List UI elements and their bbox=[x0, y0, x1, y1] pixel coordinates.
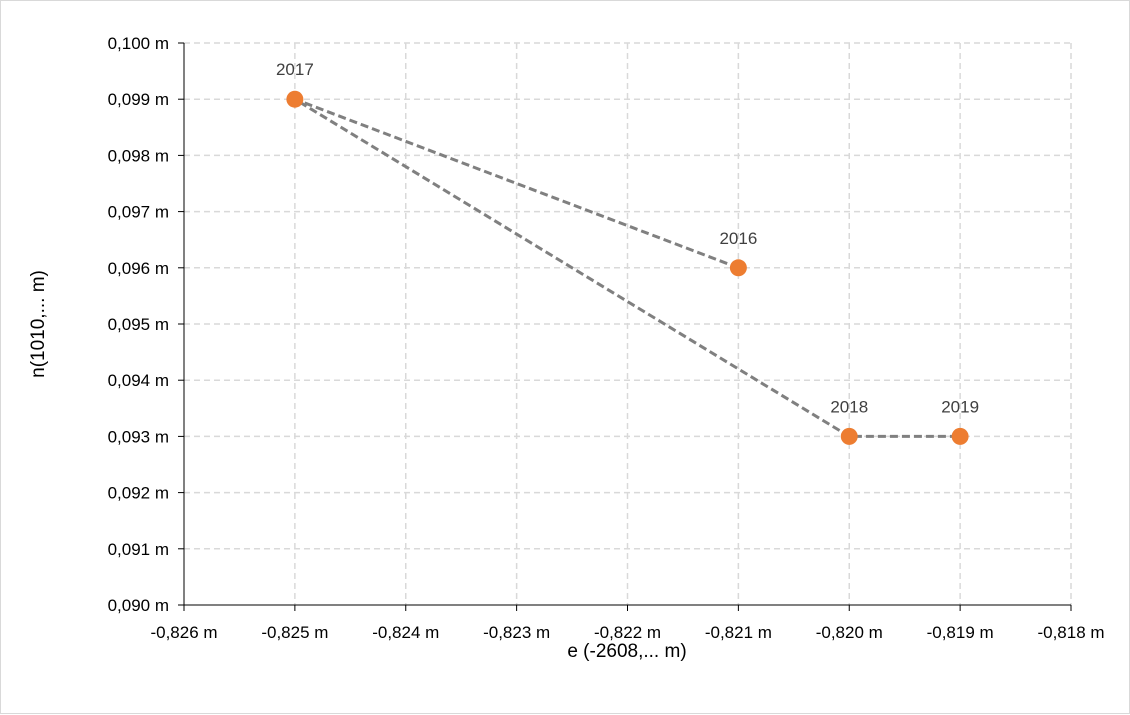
x-tick-label: -0,820 m bbox=[816, 623, 883, 642]
data-labels: 2016 2017 2018 2019 bbox=[276, 60, 979, 416]
x-tick-label: -0,818 m bbox=[1037, 623, 1104, 642]
tick-labels: -0,826 m -0,825 m -0,824 m -0,823 m -0,822 m… bbox=[108, 34, 1105, 642]
y-tick-label: 0,097 m bbox=[108, 203, 169, 222]
y-tick-label: 0,094 m bbox=[108, 371, 169, 390]
data-point-2019 bbox=[951, 427, 969, 445]
axes bbox=[178, 42, 1072, 611]
x-axis-title: e (-2608,... m) bbox=[567, 641, 686, 662]
gridlines bbox=[184, 42, 1072, 605]
y-tick-label: 0,092 m bbox=[108, 484, 169, 503]
x-tick-label: -0,822 m bbox=[594, 623, 661, 642]
data-label-2016: 2016 bbox=[719, 229, 757, 248]
x-tick-label: -0,821 m bbox=[705, 623, 772, 642]
x-tick-label: -0,826 m bbox=[150, 623, 217, 642]
y-tick-label: 0,096 m bbox=[108, 259, 169, 278]
data-label-2018: 2018 bbox=[830, 397, 868, 416]
data-label-2017: 2017 bbox=[276, 60, 314, 79]
x-tick-label: -0,823 m bbox=[483, 623, 550, 642]
data-point-2016 bbox=[729, 259, 747, 277]
y-tick-label: 0,095 m bbox=[108, 315, 169, 334]
series-line bbox=[294, 97, 961, 438]
y-tick-label: 0,100 m bbox=[108, 34, 169, 53]
data-point-2018 bbox=[840, 427, 858, 445]
y-tick-label: 0,099 m bbox=[108, 90, 169, 109]
y-tick-label: 0,098 m bbox=[108, 146, 169, 165]
x-tick-label: -0,824 m bbox=[372, 623, 439, 642]
y-tick-label: 0,090 m bbox=[108, 596, 169, 615]
data-label-2019: 2019 bbox=[941, 397, 979, 416]
series-path bbox=[294, 97, 961, 438]
data-points bbox=[286, 90, 969, 445]
data-point-2017 bbox=[286, 90, 304, 108]
y-axis-title: n(1010,... m) bbox=[28, 270, 49, 378]
x-tick-label: -0,825 m bbox=[261, 623, 328, 642]
x-tick-label: -0,819 m bbox=[927, 623, 994, 642]
y-tick-label: 0,093 m bbox=[108, 427, 169, 446]
y-tick-label: 0,091 m bbox=[108, 540, 169, 559]
